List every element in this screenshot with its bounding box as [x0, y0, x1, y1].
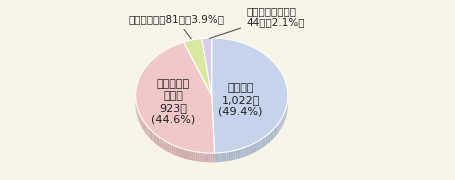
Polygon shape — [285, 108, 286, 119]
Polygon shape — [286, 106, 287, 117]
Polygon shape — [155, 134, 157, 145]
Polygon shape — [284, 111, 285, 122]
Polygon shape — [179, 148, 181, 158]
Polygon shape — [227, 152, 229, 161]
Polygon shape — [189, 150, 191, 160]
Polygon shape — [164, 141, 166, 151]
Polygon shape — [257, 141, 258, 151]
Polygon shape — [272, 129, 273, 140]
Polygon shape — [154, 133, 155, 143]
Polygon shape — [136, 42, 215, 153]
Polygon shape — [231, 151, 233, 161]
Polygon shape — [215, 153, 217, 162]
Polygon shape — [255, 142, 257, 152]
Polygon shape — [271, 131, 272, 141]
Polygon shape — [243, 147, 244, 158]
Polygon shape — [273, 128, 275, 138]
Polygon shape — [258, 140, 261, 150]
Polygon shape — [233, 150, 236, 160]
Polygon shape — [204, 153, 206, 162]
Polygon shape — [160, 138, 161, 148]
Polygon shape — [183, 149, 185, 159]
Polygon shape — [266, 135, 268, 145]
Polygon shape — [236, 150, 238, 159]
Polygon shape — [197, 152, 200, 162]
Polygon shape — [251, 144, 253, 154]
Polygon shape — [193, 151, 195, 161]
Polygon shape — [142, 119, 143, 130]
Polygon shape — [240, 148, 243, 158]
Polygon shape — [278, 122, 280, 132]
Polygon shape — [269, 132, 271, 143]
Polygon shape — [148, 128, 150, 138]
Polygon shape — [276, 125, 278, 136]
Polygon shape — [222, 152, 224, 162]
Polygon shape — [283, 113, 284, 124]
Polygon shape — [185, 149, 187, 159]
Polygon shape — [181, 148, 183, 158]
Polygon shape — [157, 135, 158, 146]
Polygon shape — [168, 143, 170, 153]
Polygon shape — [191, 151, 193, 161]
Polygon shape — [219, 153, 222, 162]
Polygon shape — [143, 120, 144, 131]
Polygon shape — [177, 147, 179, 157]
Polygon shape — [261, 139, 263, 149]
Polygon shape — [212, 96, 215, 162]
Polygon shape — [264, 136, 266, 147]
Polygon shape — [140, 114, 141, 125]
Polygon shape — [139, 113, 140, 124]
Polygon shape — [212, 153, 215, 162]
Polygon shape — [146, 125, 147, 136]
Polygon shape — [249, 145, 251, 155]
Polygon shape — [150, 129, 151, 140]
Polygon shape — [195, 152, 197, 161]
Polygon shape — [152, 132, 154, 142]
Polygon shape — [268, 133, 269, 144]
Polygon shape — [172, 144, 173, 154]
Polygon shape — [280, 120, 281, 131]
Polygon shape — [281, 118, 282, 129]
Polygon shape — [187, 150, 189, 160]
Polygon shape — [247, 146, 249, 156]
Polygon shape — [138, 110, 139, 121]
Polygon shape — [147, 126, 148, 137]
Text: タクシー強盗81件（3.9%）: タクシー強盗81件（3.9%） — [128, 14, 224, 39]
Polygon shape — [137, 108, 138, 119]
Polygon shape — [144, 122, 145, 133]
Text: 非侵入強盗
その他
923件
(44.6%): 非侵入強盗 その他 923件 (44.6%) — [151, 79, 195, 124]
Text: その他自動車強盗
44件（2.1%）: その他自動車強盗 44件（2.1%） — [209, 6, 304, 39]
Polygon shape — [206, 153, 208, 162]
Polygon shape — [217, 153, 219, 162]
Polygon shape — [163, 140, 164, 150]
Polygon shape — [202, 153, 204, 162]
Polygon shape — [151, 130, 152, 141]
Polygon shape — [212, 96, 215, 162]
Polygon shape — [170, 143, 172, 154]
Polygon shape — [145, 123, 146, 134]
Polygon shape — [184, 39, 212, 96]
Polygon shape — [224, 152, 227, 162]
Polygon shape — [200, 152, 202, 162]
Polygon shape — [244, 147, 247, 157]
Polygon shape — [210, 153, 212, 162]
Polygon shape — [202, 38, 212, 96]
Polygon shape — [212, 38, 288, 153]
Polygon shape — [141, 116, 142, 127]
Polygon shape — [208, 153, 210, 162]
Polygon shape — [173, 145, 175, 155]
Polygon shape — [238, 149, 240, 159]
Polygon shape — [158, 136, 160, 147]
Polygon shape — [175, 146, 177, 156]
Polygon shape — [166, 142, 168, 152]
Text: 路上強盗
1,022件
(49.4%): 路上強盗 1,022件 (49.4%) — [218, 83, 263, 116]
Polygon shape — [253, 143, 255, 153]
Polygon shape — [282, 116, 283, 127]
Polygon shape — [229, 151, 231, 161]
Polygon shape — [161, 139, 163, 149]
Polygon shape — [263, 137, 264, 148]
Polygon shape — [275, 126, 276, 137]
